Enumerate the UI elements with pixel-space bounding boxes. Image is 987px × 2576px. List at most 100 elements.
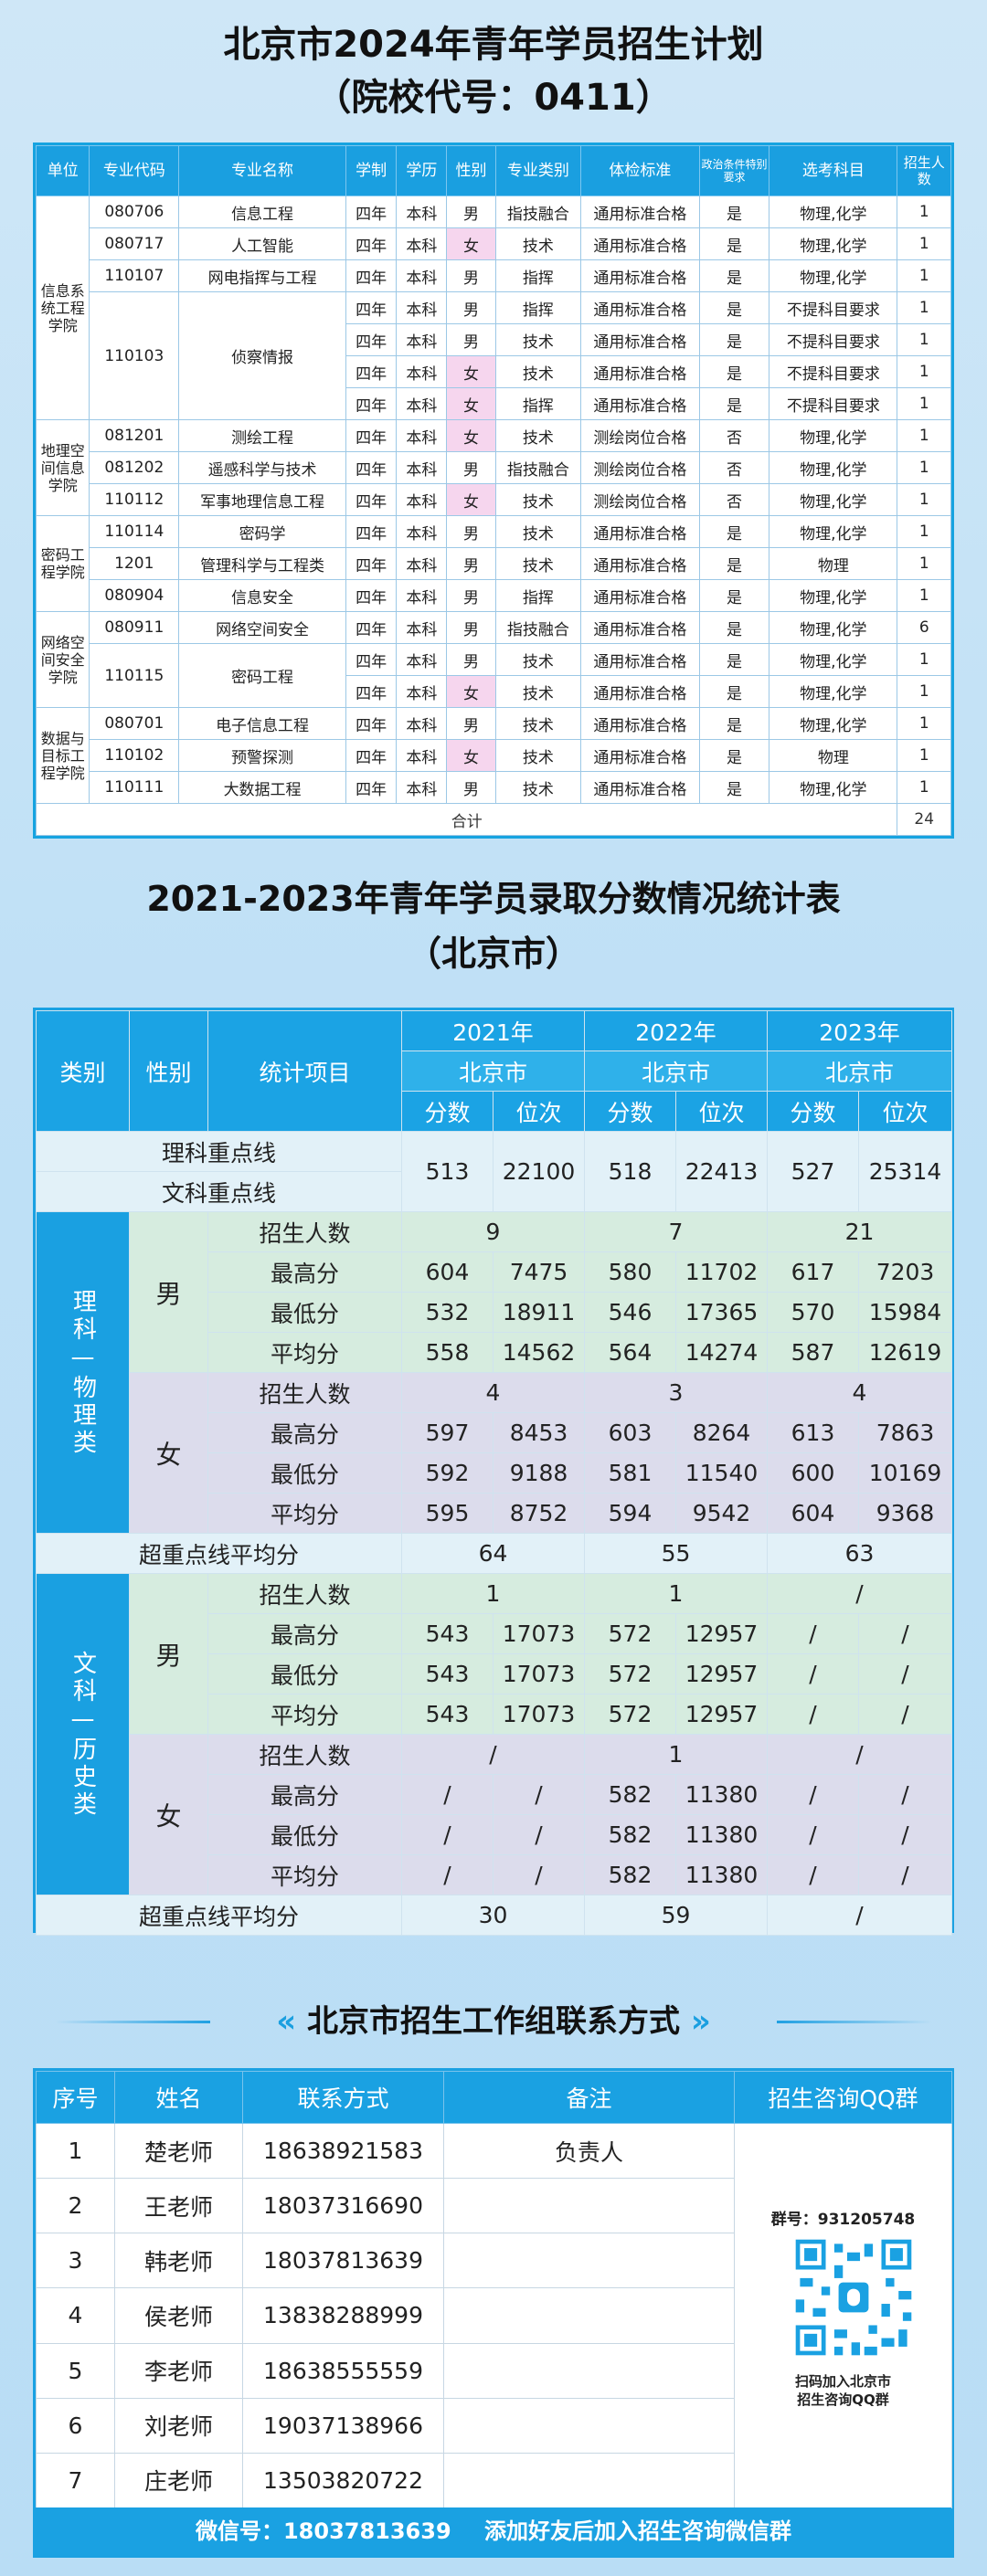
- score-value: 600: [767, 1452, 859, 1494]
- plan-cell-subjects: 不提科目要求: [769, 355, 898, 388]
- plan-cell-subjects: 不提科目要求: [769, 291, 898, 324]
- item-label: 招生人数: [207, 1372, 402, 1413]
- contact-name: 楚老师: [114, 2122, 243, 2180]
- contact-phone[interactable]: 13503820722: [242, 2452, 444, 2509]
- score-value: /: [767, 1653, 859, 1694]
- plan-cell-count: 1: [897, 323, 951, 356]
- score-value: /: [858, 1854, 952, 1895]
- score-value: 597: [401, 1412, 494, 1453]
- plan-cell-count: 1: [897, 355, 951, 388]
- contact-row: 3 韩老师 18037813639: [36, 2233, 952, 2289]
- plan-cell-health: 通用标准合格: [580, 291, 700, 324]
- plan-cell-subjects: 物理,化学: [769, 227, 898, 260]
- item-label: 最低分: [207, 1653, 402, 1694]
- plan-cell-level: 本科: [396, 483, 448, 516]
- wechat-id[interactable]: 微信号：18037813639: [195, 2518, 451, 2544]
- plan-cell-gender: 男: [446, 771, 496, 804]
- score-value: 8264: [675, 1412, 768, 1453]
- plan-cell-health: 测绘岗位合格: [580, 483, 700, 516]
- score-table: 类别 性别 统计项目 2021年 2022年 2023年 北京市 北京市 北京市 分数 位次 分数 位次…: [36, 1010, 952, 1936]
- count-value: 1: [584, 1573, 768, 1614]
- above-value: /: [767, 1895, 952, 1936]
- contact-note: 负责人: [443, 2122, 735, 2180]
- wechat-note: 添加好友后加入招生咨询微信群: [484, 2518, 792, 2544]
- item-label: 平均分: [207, 1332, 402, 1373]
- score-value: 604: [767, 1493, 859, 1534]
- plan-cell-years: 四年: [345, 291, 398, 324]
- plan-cell-code: 081201: [89, 419, 180, 452]
- score-keyline-row: 文科重点线: [36, 1171, 952, 1212]
- plan-cell-political: 否: [698, 451, 770, 484]
- contact-phone[interactable]: 18638555559: [242, 2342, 444, 2399]
- plan-header-cell: 专业类别: [494, 145, 582, 196]
- plan-cell-political: 是: [698, 547, 770, 580]
- score-value: /: [767, 1694, 859, 1735]
- plan-cell-name: 密码学: [178, 515, 346, 548]
- plan-cell-name: 电子信息工程: [178, 707, 346, 740]
- count-value: 3: [584, 1372, 768, 1413]
- contact-phone[interactable]: 18037316690: [242, 2178, 444, 2234]
- plan-cell-health: 通用标准合格: [580, 643, 700, 676]
- plan-cell-count: 1: [897, 707, 951, 740]
- plan-cell-years: 四年: [345, 675, 398, 708]
- contact-phone[interactable]: 19037138966: [242, 2397, 444, 2454]
- score-value: 582: [584, 1774, 676, 1815]
- plan-cell-gender: 男: [446, 707, 496, 740]
- plan-cell-type: 技术: [494, 739, 582, 772]
- score-value: 8752: [493, 1493, 585, 1534]
- score-value: 595: [401, 1493, 494, 1534]
- plan-row: 1201 管理科学与工程类 四年 本科男技术 通用标准合格是物理 1: [37, 547, 951, 580]
- score-header-city-cell: 北京市: [767, 1050, 952, 1092]
- plan-cell-health: 通用标准合格: [580, 771, 700, 804]
- item-label: 最高分: [207, 1613, 402, 1654]
- score-header-city-cell: 北京市: [401, 1050, 585, 1092]
- count-value: 1: [584, 1734, 768, 1775]
- score-header-category: 类别: [36, 1010, 130, 1132]
- unit-cell: 网络空间安全学院: [35, 611, 90, 708]
- item-label: 最低分: [207, 1814, 402, 1855]
- plan-cell-political: 是: [698, 675, 770, 708]
- plan-cell-health: 通用标准合格: [580, 739, 700, 772]
- plan-cell-years: 四年: [345, 771, 398, 804]
- contact-phone[interactable]: 18037813639: [242, 2233, 444, 2289]
- above-label: 超重点线平均分: [36, 1533, 402, 1574]
- contact-phone[interactable]: 13838288999: [242, 2287, 444, 2344]
- plan-cell-code: 110112: [89, 483, 180, 516]
- plan-cell-gender: 女: [446, 483, 496, 516]
- score-value: 11702: [675, 1251, 768, 1293]
- plan-cell-type: 技术: [494, 675, 582, 708]
- plan-cell-level: 本科: [396, 675, 448, 708]
- score-value: /: [858, 1613, 952, 1654]
- plan-row: 信息系统工程学院 080706 信息工程 四年 本科男指技融合 通用标准合格是物理,化学 1: [35, 195, 951, 420]
- plan-cell-political: 否: [698, 419, 770, 452]
- item-label: 最高分: [207, 1251, 402, 1293]
- plan-row: 网络空间安全学院 080911 网络空间安全 四年 本科男指技融合 通用标准合格是物理,化…: [35, 611, 951, 708]
- qq-group-number: 群号：931205748: [770, 2211, 916, 2229]
- plan-cell-years: 四年: [345, 227, 398, 260]
- plan-cell-years: 四年: [345, 515, 398, 548]
- plan-cell-name: 信息安全: [178, 579, 346, 612]
- score-header-gender: 性别: [129, 1010, 208, 1132]
- contact-header-cell: 备注: [443, 2071, 735, 2124]
- plan-cell-name: 遥感科学与技术: [178, 451, 346, 484]
- plan-cell-health: 通用标准合格: [580, 707, 700, 740]
- plan-table-container: 单位 专业代码 专业名称 学制 学历 性别 专业类别 体检标准 政治条件特别要求 选考科目 招生人数…: [33, 143, 954, 839]
- plan-header-cell: 专业代码: [89, 145, 180, 196]
- score-value: 572: [584, 1613, 676, 1654]
- score-data-row: 平均分 558 14562 564 14274 587 12619: [37, 1332, 952, 1373]
- score-count-row: 文科—历史类男招生人数 1 1/: [36, 1573, 952, 1895]
- qr-code-icon[interactable]: [791, 2235, 916, 2360]
- plan-cell-political: 是: [698, 611, 770, 644]
- unit-cell: 数据与目标工程学院: [35, 707, 90, 804]
- score-value: 17073: [493, 1653, 585, 1694]
- plan-cell-gender: 女: [446, 739, 496, 772]
- plan-cell-level: 本科: [396, 419, 448, 452]
- contact-no: 5: [36, 2342, 115, 2399]
- unit-cell: 地理空间信息学院: [35, 419, 90, 516]
- contact-phone[interactable]: 18638921583: [242, 2122, 444, 2180]
- plan-cell-health: 通用标准合格: [580, 579, 700, 612]
- plan-cell-level: 本科: [396, 387, 448, 420]
- score-count-row: 女招生人数/1/: [37, 1734, 952, 1895]
- above-value: 30: [401, 1895, 585, 1936]
- plan-cell-code: 080701: [89, 707, 180, 740]
